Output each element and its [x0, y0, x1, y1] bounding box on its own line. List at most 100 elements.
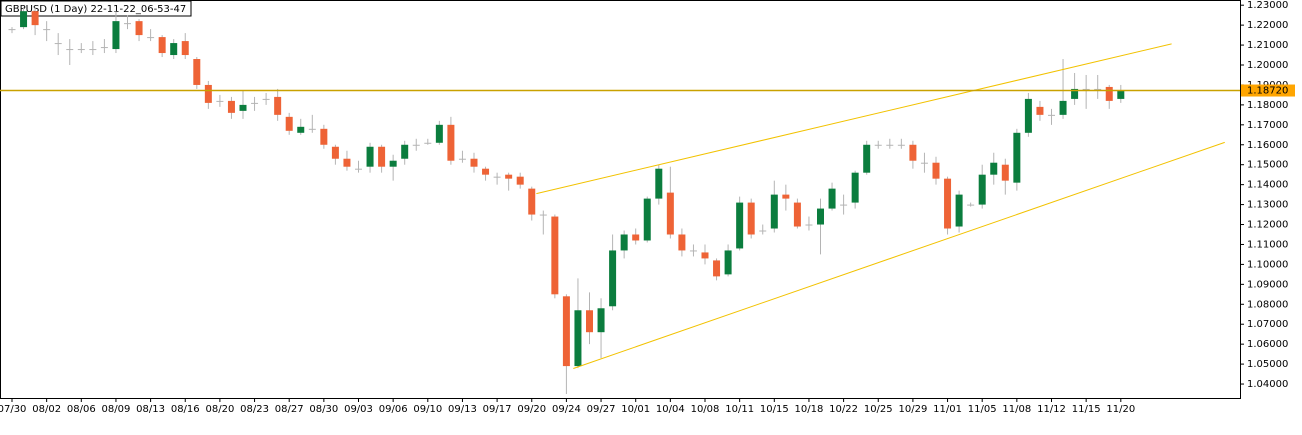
candle-body — [378, 146, 386, 167]
candle-body — [1013, 132, 1021, 183]
candle-body — [43, 29, 51, 31]
x-tick-label: 10/29 — [898, 404, 927, 415]
candle-body — [782, 194, 790, 199]
candle-body — [1071, 88, 1079, 99]
candle-body — [482, 168, 490, 175]
candle-body — [689, 250, 697, 252]
candle-body — [701, 252, 709, 259]
candle-body — [285, 116, 293, 131]
x-tick-label: 09/10 — [413, 404, 442, 415]
candle-body — [112, 21, 120, 50]
x-tick-label: 10/18 — [795, 404, 824, 415]
trendline — [573, 141, 1225, 369]
x-tick-label: 11/20 — [1106, 404, 1135, 415]
y-tick-label: 1.11000 — [1247, 239, 1288, 250]
candle-body — [20, 11, 28, 28]
x-tick-label: 11/01 — [933, 404, 962, 415]
candle-body — [251, 102, 259, 104]
candle-body — [124, 23, 131, 25]
y-tick-label: 1.18000 — [1247, 100, 1288, 111]
candle-body — [1048, 114, 1055, 116]
candle-body — [239, 104, 247, 111]
x-tick-label: 09/03 — [344, 404, 373, 415]
x-tick-label: 07/30 — [0, 404, 26, 415]
candle-body — [874, 144, 882, 146]
y-tick-label: 1.16000 — [1247, 140, 1288, 151]
candle-body — [135, 21, 143, 36]
x-tick-label: 09/24 — [552, 404, 581, 415]
candle-body — [89, 49, 97, 51]
x-tick-label: 08/13 — [136, 404, 165, 415]
candle-body — [31, 11, 39, 26]
x-tick-label: 08/23 — [240, 404, 269, 415]
y-tick-label: 1.22000 — [1247, 20, 1288, 31]
candle-body — [355, 168, 362, 170]
candle-body — [66, 49, 74, 51]
candle-body — [562, 296, 570, 367]
x-tick-label: 09/13 — [448, 404, 477, 415]
candle-body — [840, 204, 848, 206]
candle-body — [632, 234, 640, 241]
candle-body — [100, 47, 108, 49]
candle-body — [539, 214, 547, 216]
y-tick-label: 1.12000 — [1247, 220, 1288, 231]
x-tick-label: 09/27 — [587, 404, 616, 415]
y-tick-label: 1.08000 — [1247, 299, 1288, 310]
candle-body — [505, 174, 513, 179]
y-tick-label: 1.07000 — [1247, 319, 1288, 330]
candle-body — [713, 260, 721, 277]
candle-body — [990, 162, 998, 175]
candle-body — [274, 96, 282, 115]
y-tick-label: 1.13000 — [1247, 200, 1288, 211]
candle-body — [424, 142, 432, 144]
candle-body — [1036, 106, 1044, 115]
y-tick-label: 1.17000 — [1247, 120, 1288, 131]
candle-body — [8, 29, 16, 31]
x-tick-label: 11/08 — [1002, 404, 1031, 415]
candle-body — [978, 174, 986, 205]
candle-body — [1082, 88, 1090, 90]
x-tick-label: 11/12 — [1037, 404, 1066, 415]
y-tick-label: 1.05000 — [1247, 359, 1288, 370]
x-tick-label: 10/08 — [691, 404, 720, 415]
candle-body — [528, 188, 536, 215]
candle-body — [1105, 86, 1113, 101]
candle-body — [620, 234, 628, 251]
x-tick-label: 08/06 — [67, 404, 96, 415]
y-tick-label: 1.23000 — [1247, 0, 1288, 11]
candle-body — [920, 162, 928, 164]
candle-body — [147, 37, 155, 39]
candle-body — [666, 192, 674, 235]
candle-body — [447, 124, 455, 161]
y-tick-label: 1.09000 — [1247, 279, 1288, 290]
y-tick-label: 1.04000 — [1247, 379, 1288, 390]
candle-body — [655, 168, 663, 199]
candle-body — [262, 98, 270, 100]
candle-body — [851, 172, 859, 203]
x-tick-label: 10/22 — [829, 404, 858, 415]
y-tick-label: 1.21000 — [1247, 40, 1288, 51]
price-label: 1.18720 — [1247, 86, 1288, 97]
x-tick-label: 09/20 — [517, 404, 546, 415]
candle-body — [389, 160, 397, 167]
candle-body — [308, 128, 316, 130]
candle-body — [297, 126, 305, 133]
candle-body — [805, 224, 813, 226]
x-tick-label: 08/16 — [171, 404, 200, 415]
candle-body — [863, 144, 871, 173]
candle-body — [724, 250, 732, 275]
x-tick-label: 10/04 — [656, 404, 685, 415]
candle-body — [181, 41, 189, 56]
candle-body — [770, 194, 778, 229]
candle-body — [747, 202, 755, 235]
candle-body — [955, 194, 963, 227]
candle-body — [897, 144, 905, 146]
candle-body — [551, 216, 559, 295]
candle-body — [817, 208, 824, 225]
x-tick-label: 08/27 — [275, 404, 304, 415]
candle-body — [77, 49, 85, 51]
candle-body — [586, 310, 593, 333]
candle-body — [227, 100, 235, 113]
chart-title: GBPUSD (1 Day) 22-11-22_06-53-47 — [5, 4, 186, 15]
title-box — [0, 0, 192, 17]
